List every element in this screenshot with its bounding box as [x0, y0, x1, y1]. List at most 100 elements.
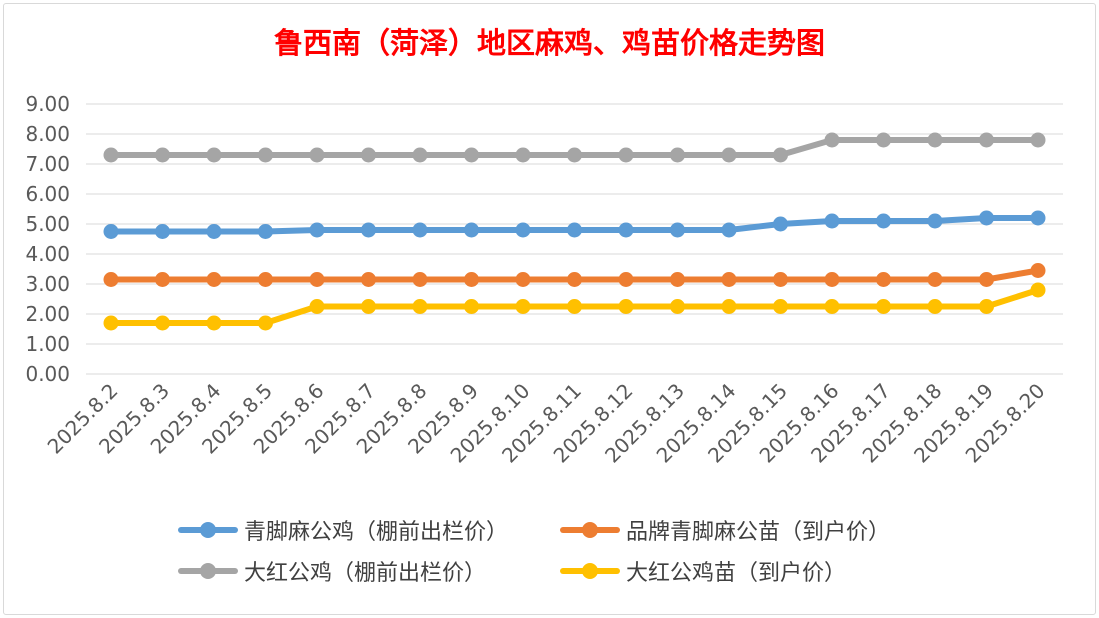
data-point: [876, 132, 891, 148]
chart-title: 鲁西南（菏泽）地区麻鸡、鸡苗价格走势图: [273, 26, 825, 60]
data-point: [361, 222, 376, 238]
data-point: [721, 299, 737, 314]
y-tick-label: 4.00: [25, 242, 70, 266]
data-point: [876, 213, 891, 229]
data-point: [670, 299, 685, 314]
y-tick-label: 2.00: [25, 302, 70, 326]
data-point: [979, 272, 994, 287]
data-point: [927, 132, 943, 148]
data-point: [258, 147, 273, 163]
data-point: [773, 147, 788, 163]
data-point: [206, 315, 222, 331]
data-point: [412, 272, 428, 287]
data-point: [618, 222, 634, 238]
data-point: [567, 299, 582, 314]
y-tick-label: 9.00: [25, 92, 70, 116]
data-point: [361, 299, 376, 314]
legend-item-series-4: 大红公鸡苗（到户价）: [560, 557, 847, 586]
data-point: [721, 272, 737, 287]
data-point: [618, 147, 634, 163]
data-point: [618, 272, 634, 287]
data-point: [515, 222, 531, 238]
data-point: [412, 147, 428, 163]
data-point: [515, 272, 531, 287]
y-axis-labels: 0.00 1.00 2.00 3.00 4.00 5.00 6.00 7.00 8.00 9.00: [25, 92, 70, 386]
legend-label-3: 大红公鸡（棚前出栏价）: [244, 561, 487, 586]
data-point: [103, 315, 119, 331]
data-point: [309, 272, 325, 287]
legend-item-series-3: 大红公鸡（棚前出栏价）: [178, 557, 487, 586]
data-point: [670, 222, 685, 238]
data-point: [721, 222, 737, 238]
data-point: [773, 299, 788, 314]
data-point: [567, 222, 582, 238]
data-point: [515, 299, 531, 314]
data-point: [876, 272, 891, 287]
data-point: [309, 147, 325, 163]
legend-label-1: 青脚麻公鸡（棚前出栏价）: [244, 520, 509, 545]
data-point: [309, 222, 325, 238]
data-point: [464, 272, 479, 287]
data-point: [309, 299, 325, 314]
data-point: [927, 272, 943, 287]
data-point: [258, 224, 273, 239]
data-point: [206, 272, 222, 287]
data-point: [103, 147, 119, 163]
legend-label-2: 品牌青脚麻公苗（到户价）: [626, 520, 891, 545]
series-lines: [103, 132, 1046, 331]
data-point: [103, 224, 119, 239]
data-point: [464, 299, 479, 314]
data-point: [206, 224, 222, 239]
data-point: [155, 224, 170, 239]
data-point: [824, 299, 840, 314]
data-point: [258, 272, 273, 287]
data-point: [155, 147, 170, 163]
data-point: [412, 222, 428, 238]
data-point: [721, 147, 737, 163]
data-point: [464, 222, 479, 238]
data-point: [773, 216, 788, 232]
data-point: [1030, 132, 1046, 148]
data-point: [979, 132, 994, 148]
data-point: [206, 147, 222, 163]
data-point: [464, 147, 479, 163]
data-point: [1030, 210, 1046, 226]
data-point: [412, 299, 428, 314]
data-point: [567, 147, 582, 163]
y-tick-label: 6.00: [25, 182, 70, 206]
y-tick-label: 1.00: [25, 332, 70, 356]
legend-item-series-2: 品牌青脚麻公苗（到户价）: [560, 516, 891, 545]
data-point: [876, 299, 891, 314]
data-point: [773, 272, 788, 287]
legend-swatch-2: [560, 516, 620, 544]
data-point: [1030, 282, 1046, 298]
data-point: [567, 272, 582, 287]
data-point: [824, 213, 840, 229]
data-point: [927, 299, 943, 314]
data-point: [670, 272, 685, 287]
data-point: [155, 315, 170, 331]
y-tick-label: 7.00: [25, 152, 70, 176]
gridlines: [86, 103, 1063, 375]
x-axis-labels: 2025.8.22025.8.32025.8.42025.8.52025.8.6…: [43, 379, 1050, 468]
data-point: [155, 272, 170, 287]
data-point: [361, 147, 376, 163]
data-point: [927, 213, 943, 229]
legend-label-4: 大红公鸡苗（到户价）: [626, 561, 847, 586]
legend-swatch-3: [178, 557, 238, 585]
legend-item-series-1: 青脚麻公鸡（棚前出栏价）: [178, 516, 509, 545]
data-point: [824, 272, 840, 287]
data-point: [258, 315, 273, 331]
data-point: [618, 299, 634, 314]
legend-swatch-4: [560, 557, 620, 585]
y-tick-label: 3.00: [25, 272, 70, 296]
legend-swatch-1: [178, 516, 238, 544]
data-point: [361, 272, 376, 287]
data-point: [670, 147, 685, 163]
data-point: [103, 272, 119, 287]
y-tick-label: 5.00: [25, 212, 70, 236]
data-point: [979, 299, 994, 314]
data-point: [1030, 263, 1046, 278]
data-point: [515, 147, 531, 163]
